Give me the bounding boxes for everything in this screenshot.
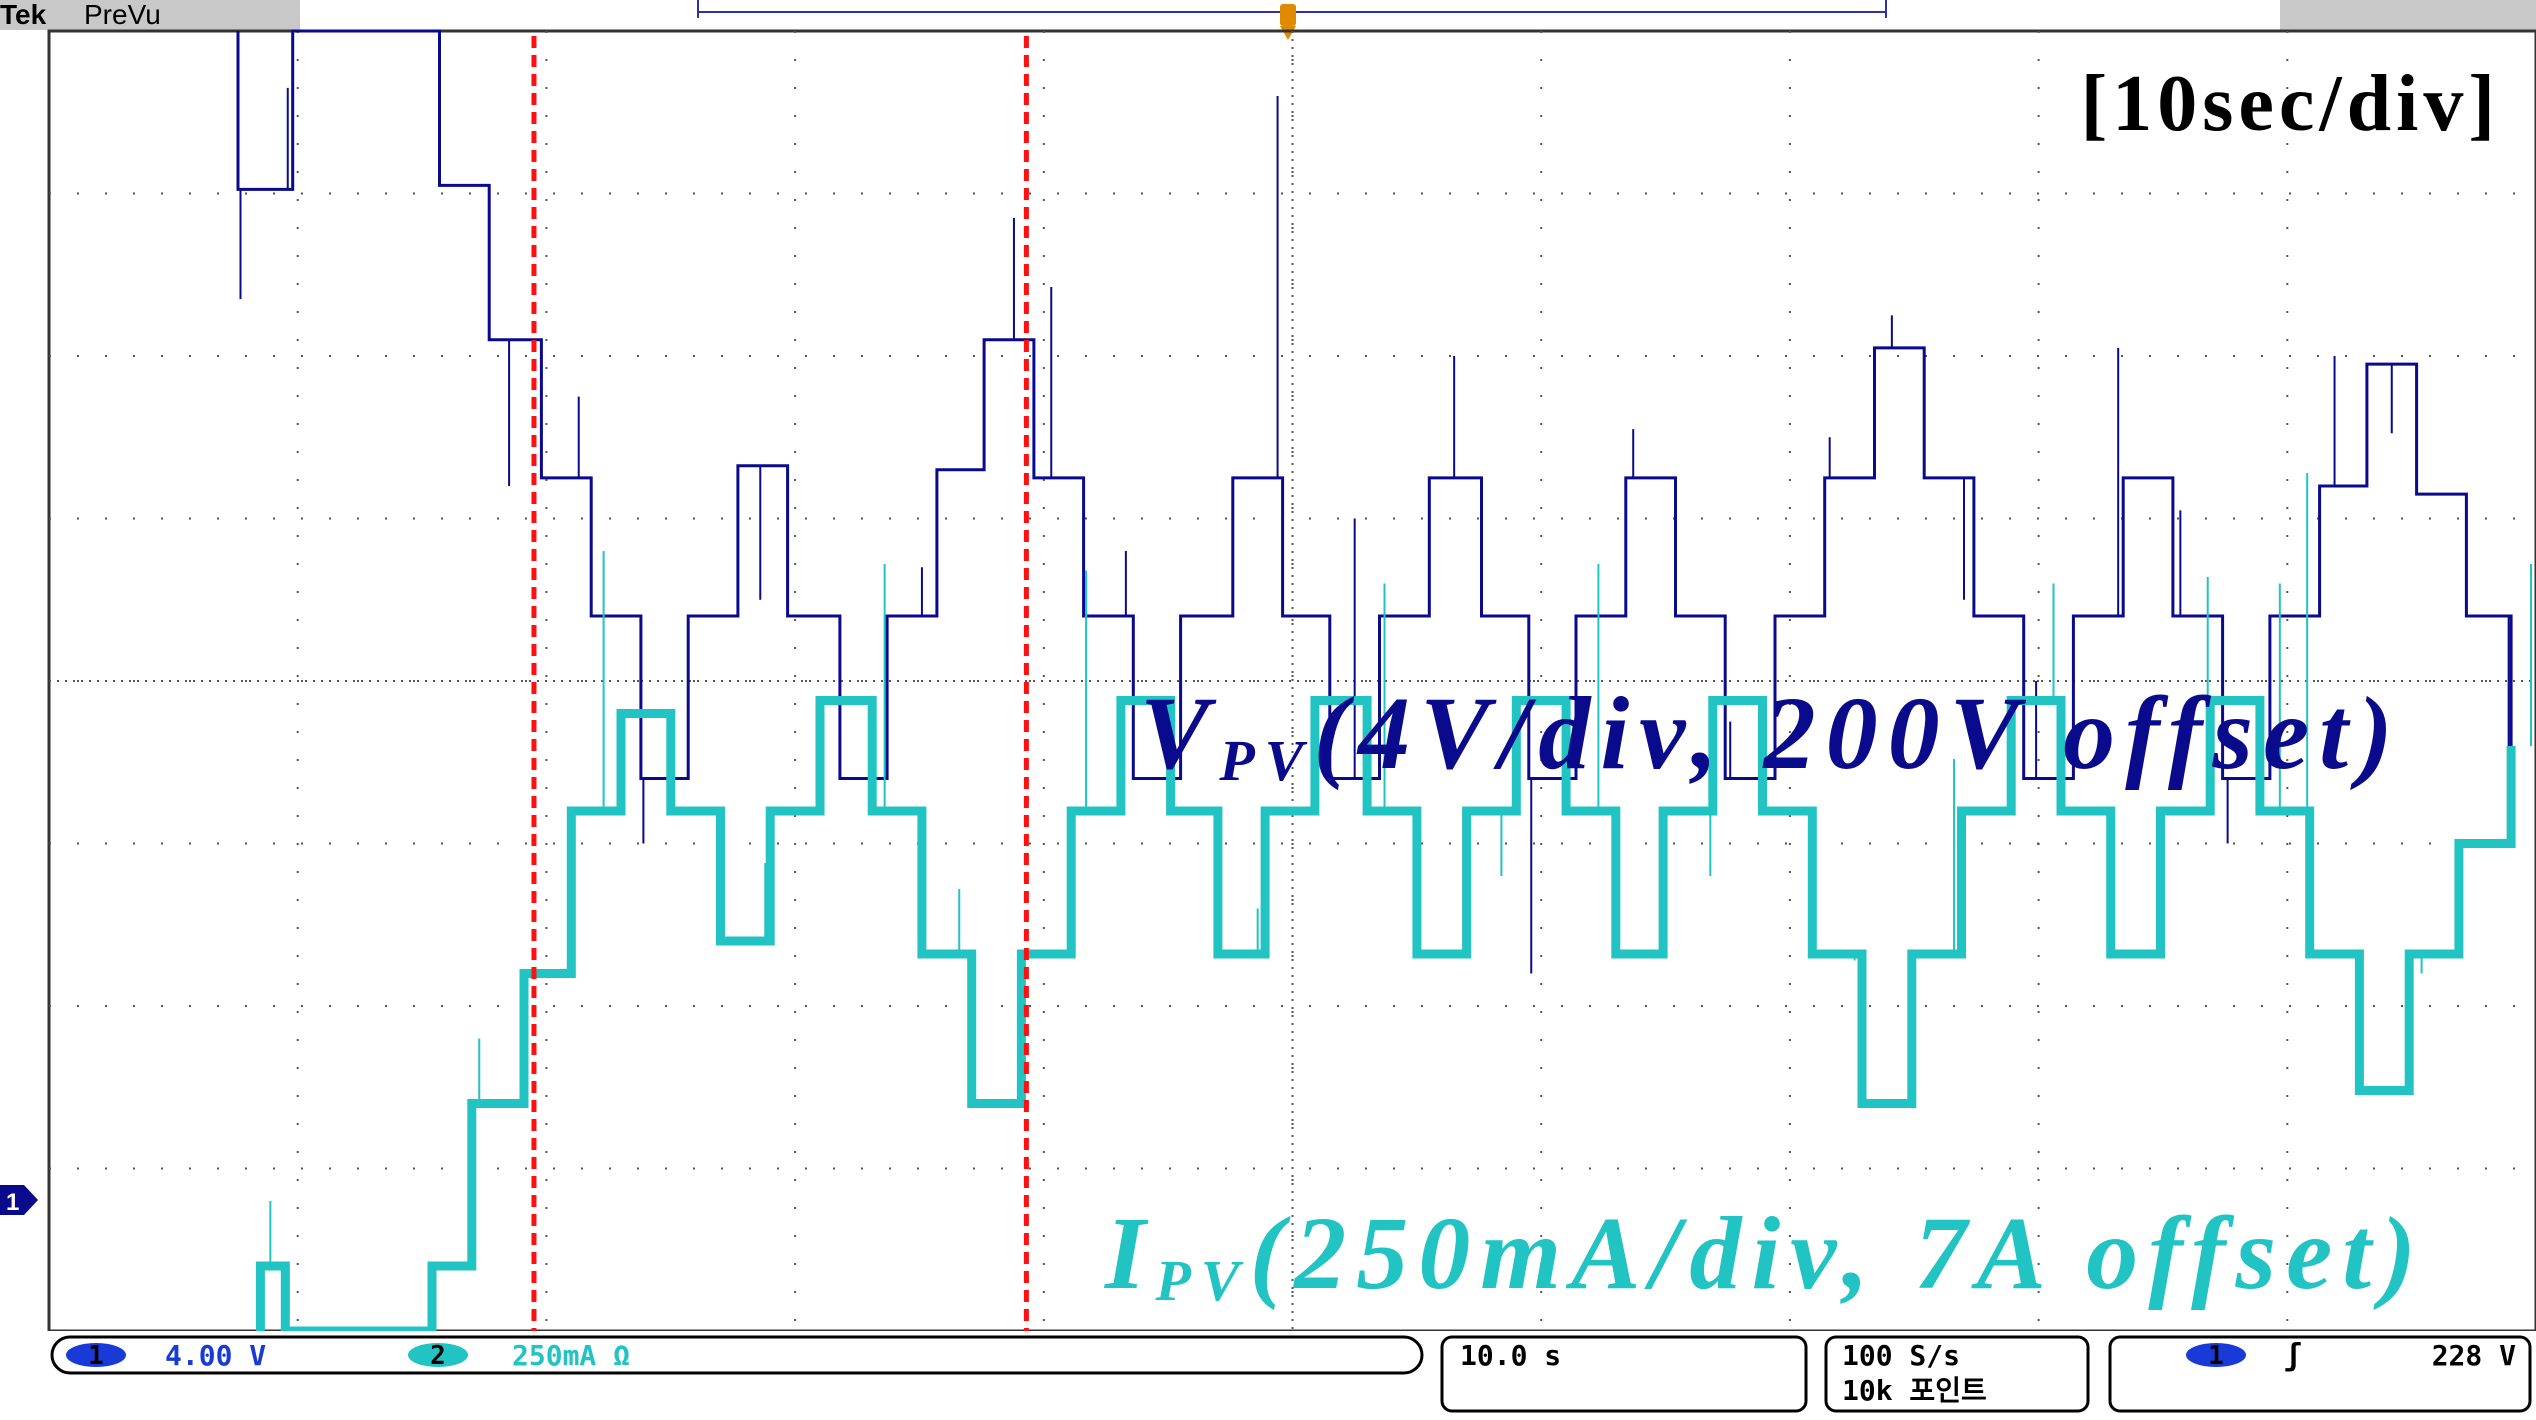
trigger-position-icon[interactable] — [1280, 4, 1296, 40]
ch2-number: 2 — [430, 1341, 446, 1371]
brand-label: Tek — [0, 0, 47, 30]
series-line-ipv — [255, 696, 2516, 1336]
ch2-scale: 250mA Ω — [512, 1339, 630, 1372]
horizontal-scale: 10.0 s — [1460, 1339, 1561, 1372]
vpv-label: VPV(4V/div, 200V offset) — [1140, 676, 2403, 793]
cursor-lines — [531, 36, 1029, 1331]
horizontal-scale-panel[interactable]: 10.0 s — [1440, 1335, 1808, 1413]
ch1-number: 1 — [88, 1341, 104, 1371]
mode-label: PreVu — [84, 0, 161, 30]
record-length: 10k 포인트 — [1842, 1374, 1987, 1407]
ch2-badge — [408, 1343, 468, 1367]
graticule — [49, 31, 2536, 1331]
header-right-band — [2280, 0, 2536, 30]
trigger-channel-badge — [2186, 1343, 2246, 1367]
trigger-panel[interactable]: 1 ʃ 228 V — [2108, 1335, 2532, 1413]
ground-marker-label: 1 — [6, 1189, 19, 1216]
series-line-vpv — [236, 29, 2513, 780]
traces — [236, 29, 2533, 1336]
sample-rate: 100 S/s — [1842, 1339, 1960, 1372]
ch1-ch2-readout-panel[interactable]: 1 4.00 V 2 250mA Ω — [50, 1335, 1424, 1375]
trigger-level: 228 V — [2432, 1339, 2516, 1372]
trace-ipv — [255, 473, 2533, 1336]
trigger-channel: 1 — [2208, 1341, 2224, 1371]
rising-edge-icon: ʃ — [2284, 1338, 2302, 1373]
ch1-ground-marker[interactable]: 1 — [0, 1185, 38, 1216]
ipv-label: IPV(250mA/div, 7A offset) — [1103, 1196, 2426, 1313]
acquisition-panel[interactable]: 100 S/s 10k 포인트 — [1824, 1335, 2090, 1413]
timebase-note: [10sec/div] — [2081, 60, 2500, 148]
ch1-badge — [66, 1343, 126, 1367]
header-left-band — [0, 0, 300, 30]
ch1-scale: 4.00 V — [165, 1339, 266, 1372]
trace-vpv — [236, 29, 2513, 974]
